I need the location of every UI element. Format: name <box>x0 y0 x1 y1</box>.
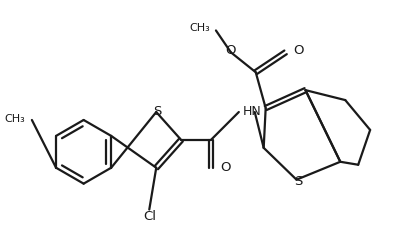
Text: CH₃: CH₃ <box>189 24 210 34</box>
Text: O: O <box>293 44 304 57</box>
Text: O: O <box>225 44 236 57</box>
Text: S: S <box>153 105 162 117</box>
Text: CH₃: CH₃ <box>4 114 25 124</box>
Text: Cl: Cl <box>143 210 156 223</box>
Text: O: O <box>220 161 230 174</box>
Text: HN: HN <box>243 105 262 117</box>
Text: S: S <box>294 175 303 188</box>
